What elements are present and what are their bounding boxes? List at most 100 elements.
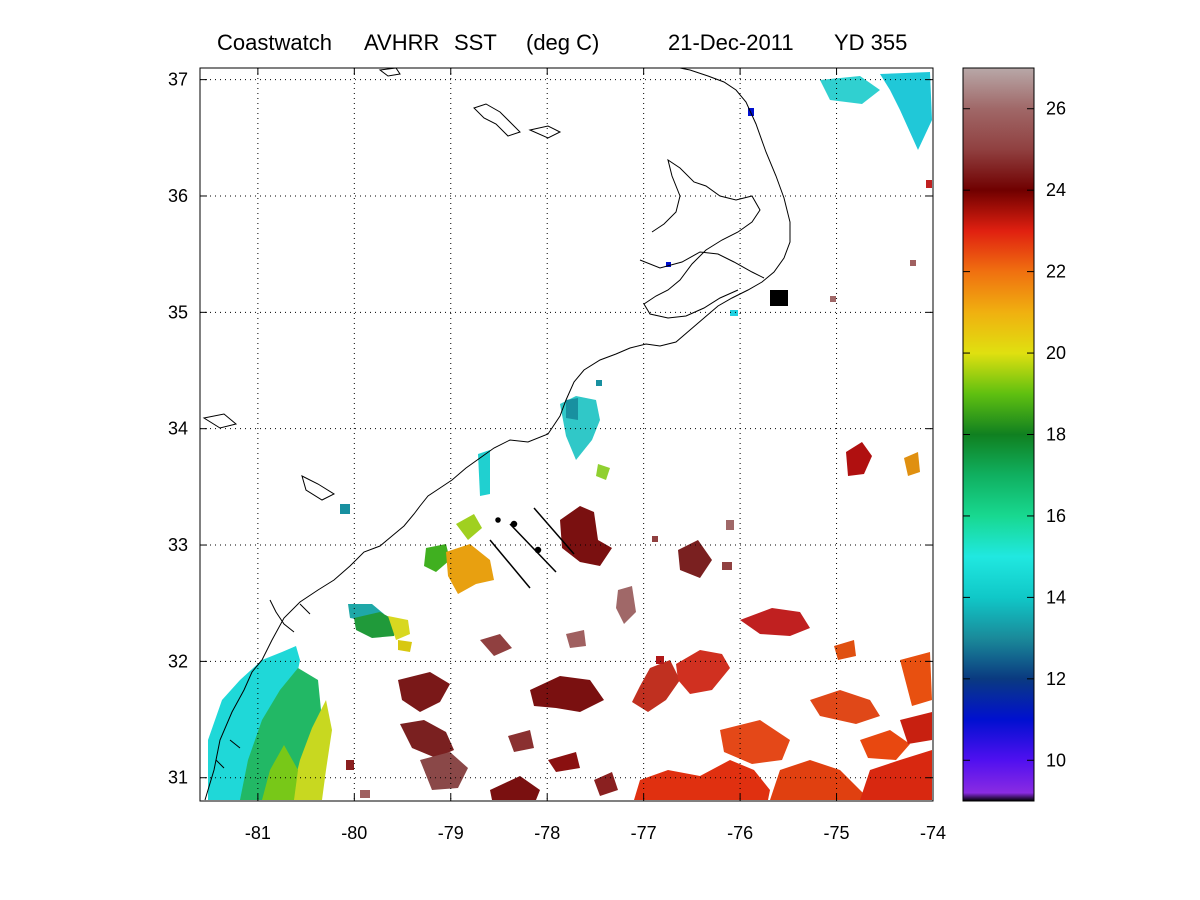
title-sensor: AVHRR bbox=[364, 30, 440, 55]
lat-tick-label: 35 bbox=[168, 302, 188, 322]
sst-pixel bbox=[926, 180, 932, 188]
coastline-lake-3 bbox=[202, 413, 238, 429]
sst-patch-south-band-6 bbox=[900, 712, 932, 744]
sst-pixel bbox=[726, 520, 734, 530]
sst-pixel bbox=[770, 290, 788, 306]
sst-patch-gs-7 bbox=[480, 634, 512, 656]
sst-patch-gs-21 bbox=[900, 652, 932, 706]
lon-tick-label: -80 bbox=[341, 823, 367, 843]
coastline-lake-4 bbox=[301, 475, 336, 501]
sst-patch-gs-16 bbox=[740, 608, 810, 636]
colorbar-tick-label: 20 bbox=[1046, 343, 1066, 363]
coastline-lake-2 bbox=[528, 125, 562, 139]
sst-patch-ga-shelf bbox=[208, 646, 300, 800]
sst-pixel bbox=[666, 262, 671, 267]
sst-patch-sc-yellow bbox=[388, 616, 410, 640]
sst-patch-gs-15 bbox=[676, 650, 730, 694]
sst-patch-capefear-teal bbox=[566, 398, 578, 420]
sst-patch-gs-8 bbox=[508, 730, 534, 752]
lon-tick-label: -81 bbox=[245, 823, 271, 843]
colorbar-tick-label: 16 bbox=[1046, 506, 1066, 526]
longitude-axis: -81 -80 -79 -78 -77 -76 -75 -74 bbox=[245, 68, 946, 843]
sst-patch-offshore-lime bbox=[596, 464, 610, 480]
sst-pixel bbox=[656, 656, 664, 664]
colorbar: 10 12 14 16 18 20 22 24 26 bbox=[962, 67, 1066, 802]
sst-patch-south-band-3 bbox=[770, 760, 870, 800]
lat-tick-label: 34 bbox=[168, 419, 188, 439]
sst-patch-gs-13 bbox=[566, 630, 586, 648]
title-source: Coastwatch bbox=[217, 30, 332, 55]
lon-tick-label: -74 bbox=[920, 823, 946, 843]
coastline-sound bbox=[643, 158, 761, 319]
lon-tick-label: -76 bbox=[727, 823, 753, 843]
sst-patch-south-band-4 bbox=[860, 750, 932, 800]
lat-tick-label: 36 bbox=[168, 186, 188, 206]
lon-tick-label: -79 bbox=[438, 823, 464, 843]
sst-pixel bbox=[346, 760, 354, 770]
sst-pixel bbox=[340, 504, 350, 514]
sst-imagery-layer bbox=[208, 72, 932, 800]
sst-patch-gs-2 bbox=[678, 540, 712, 578]
colorbar-tick-label: 18 bbox=[1046, 425, 1066, 445]
sst-patch-gs-18 bbox=[904, 452, 920, 476]
title-units: (deg C) bbox=[526, 30, 600, 55]
sst-patch-ga-yellow bbox=[290, 700, 332, 800]
sst-patch-gs-12 bbox=[616, 586, 636, 624]
sst-patch-gs-19 bbox=[834, 640, 856, 660]
sst-patch-charleston-lime bbox=[456, 514, 482, 540]
sst-pixel bbox=[360, 790, 370, 798]
sst-patch-south-band-2 bbox=[720, 720, 790, 764]
sst-pixel bbox=[830, 296, 836, 302]
sst-patch-gs-10 bbox=[490, 776, 540, 800]
coastline-pamlico bbox=[639, 251, 765, 279]
lat-tick-label: 33 bbox=[168, 535, 188, 555]
colorbar-tick-label: 26 bbox=[1046, 99, 1066, 119]
sst-patch-upper-cyan bbox=[820, 76, 880, 104]
map-frame bbox=[199, 67, 934, 802]
coastline-lake-5 bbox=[378, 68, 401, 77]
sst-patch-south-band-1 bbox=[634, 760, 770, 800]
latitude-axis: 31 32 33 34 35 36 37 bbox=[168, 70, 933, 788]
sst-patch-gs-5 bbox=[420, 752, 468, 790]
sst-patch-gs-3 bbox=[398, 672, 450, 712]
coastline-layer bbox=[202, 68, 791, 801]
sst-patch-gs-4 bbox=[400, 720, 454, 758]
lat-tick-label: 37 bbox=[168, 70, 188, 90]
sst-patch-charleston-green bbox=[424, 544, 450, 572]
sst-patch-gs-14 bbox=[632, 660, 680, 712]
map-title: Coastwatch AVHRR SST (deg C) 21-Dec-2011… bbox=[0, 0, 1200, 60]
sst-patch-gs-11 bbox=[594, 772, 618, 796]
sst-pixel bbox=[722, 562, 732, 570]
track-lines bbox=[489, 507, 575, 589]
sst-patch-gs-20 bbox=[810, 690, 880, 724]
lat-tick-label: 32 bbox=[168, 651, 188, 671]
sst-pixel bbox=[596, 380, 602, 386]
lon-tick-label: -75 bbox=[824, 823, 850, 843]
colorbar-tick-label: 24 bbox=[1046, 180, 1066, 200]
sst-pixel bbox=[730, 310, 738, 316]
coastline-lake-1 bbox=[473, 103, 521, 137]
colorbar-tick-label: 10 bbox=[1046, 750, 1066, 770]
title-yearday: YD 355 bbox=[834, 30, 908, 55]
lon-tick-label: -77 bbox=[631, 823, 657, 843]
lat-tick-label: 31 bbox=[168, 768, 188, 788]
coastline-islands bbox=[215, 599, 311, 769]
sst-pixel bbox=[652, 536, 658, 542]
colorbar-fill bbox=[962, 67, 1035, 802]
title-date: 21-Dec-2011 bbox=[668, 30, 794, 55]
sst-patch-gs-6 bbox=[530, 676, 604, 712]
sst-patch-myrtle-cyan bbox=[478, 450, 490, 496]
lon-tick-label: -78 bbox=[534, 823, 560, 843]
sst-patch-gs-17 bbox=[846, 442, 872, 476]
sst-patch-sc-green bbox=[354, 612, 398, 638]
sst-pixel bbox=[910, 260, 916, 266]
colorbar-tick-label: 12 bbox=[1046, 669, 1066, 689]
sst-patch-ga-lime bbox=[262, 745, 298, 800]
sst-patch-charleston-orange bbox=[446, 544, 494, 594]
sst-patch-gs-9 bbox=[548, 752, 580, 772]
colorbar-tick-label: 14 bbox=[1046, 587, 1066, 607]
colorbar-tick-label: 22 bbox=[1046, 262, 1066, 282]
title-product: SST bbox=[454, 30, 497, 55]
sst-patch-upper-cyan2 bbox=[880, 72, 932, 150]
